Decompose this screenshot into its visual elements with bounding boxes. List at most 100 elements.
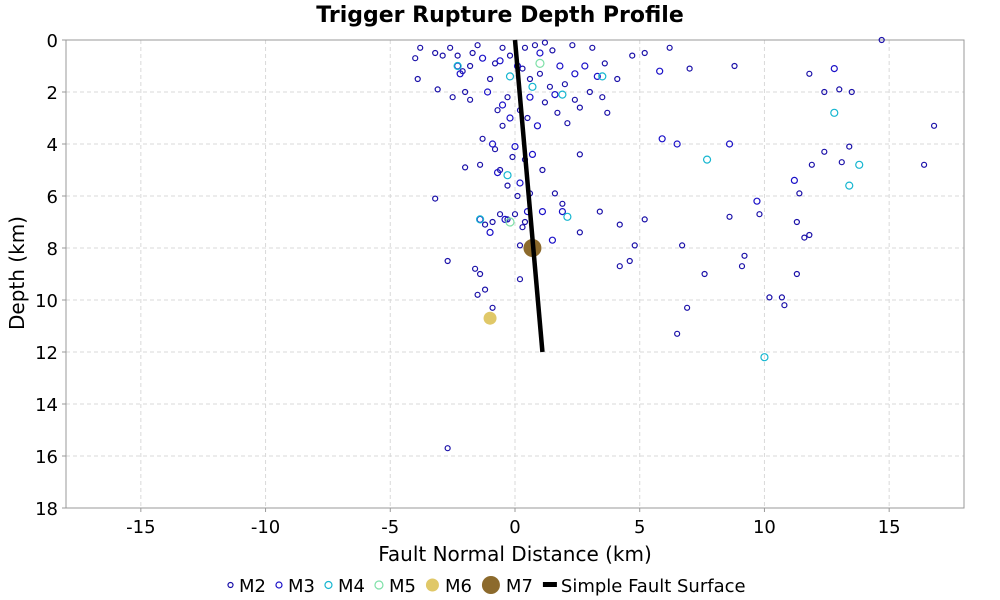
point-m3 [501, 215, 509, 223]
legend-marker [227, 581, 234, 589]
point-m4 [702, 155, 712, 164]
point-m2 [808, 161, 815, 168]
point-m2 [878, 36, 885, 44]
point-m2 [549, 47, 556, 54]
point-m5 [505, 217, 515, 227]
point-m2 [793, 270, 800, 278]
y-tick-label: 12 [35, 343, 58, 364]
point-m2 [596, 208, 603, 215]
x-tick-label: 15 [878, 517, 901, 538]
point-m2 [467, 62, 474, 70]
x-tick-label: 10 [753, 517, 776, 538]
point-m2 [930, 122, 938, 129]
point-m2 [801, 234, 808, 241]
point-m2 [489, 304, 496, 311]
point-m3 [493, 169, 502, 177]
point-m4 [760, 353, 769, 362]
legend-label: M2 [239, 576, 266, 597]
point-m2 [499, 44, 506, 51]
legend-item-m7: M7 [481, 576, 533, 597]
point-m3 [536, 49, 544, 57]
point-m2 [604, 109, 611, 116]
point-m2 [499, 122, 506, 129]
legend-item-simple-fault-surface: Simple Fault Surface [542, 576, 746, 597]
point-m2 [614, 75, 621, 83]
fault-surface-line [512, 39, 545, 353]
point-m3 [571, 70, 579, 78]
point-m2 [726, 213, 733, 220]
point-m5 [535, 58, 545, 69]
point-m2 [541, 39, 549, 46]
point-m2 [434, 86, 441, 93]
legend-label: M4 [338, 576, 365, 597]
point-m2 [449, 94, 456, 101]
point-m3 [548, 236, 557, 244]
point-m2 [601, 60, 608, 67]
point-m2 [454, 52, 461, 59]
y-tick-label: 10 [35, 291, 58, 312]
point-m2 [626, 257, 633, 265]
point-m2 [506, 52, 514, 59]
point-m2 [551, 190, 559, 197]
point-m2 [778, 294, 786, 301]
point-m4 [855, 160, 864, 169]
point-m2 [526, 75, 534, 83]
point-m2 [467, 96, 474, 103]
point-m3 [478, 54, 487, 62]
point-m2 [589, 44, 596, 51]
point-m2 [599, 94, 606, 101]
point-m3 [496, 57, 504, 65]
y-axis-label: Depth (km) [5, 216, 29, 330]
point-m4 [503, 171, 512, 180]
point-m2 [531, 42, 539, 49]
point-m2 [432, 49, 439, 57]
point-m2 [848, 88, 855, 96]
point-m2 [756, 211, 763, 218]
point-m2 [474, 42, 481, 49]
y-tick-label: 6 [47, 187, 58, 208]
chart-title: Trigger Rupture Depth Profile [316, 3, 684, 28]
point-m2 [474, 291, 481, 298]
point-m3 [526, 93, 534, 101]
point-m2 [504, 182, 511, 189]
point-m3 [790, 176, 798, 184]
point-m2 [432, 195, 439, 202]
point-m2 [641, 49, 648, 57]
point-m3 [830, 64, 838, 73]
point-m3 [593, 72, 601, 81]
point-m2 [629, 52, 636, 59]
point-m3 [486, 228, 494, 236]
y-tick-label: 14 [35, 395, 58, 416]
point-m2 [447, 44, 454, 51]
point-m2 [641, 216, 648, 223]
x-axis-label: Fault Normal Distance (km) [378, 542, 652, 566]
point-m2 [559, 200, 566, 207]
point-m2 [846, 143, 853, 150]
point-m2 [469, 49, 476, 57]
point-m4 [830, 108, 839, 117]
grid-lines [66, 40, 964, 508]
legend-marker [374, 580, 384, 590]
y-tick-label: 18 [35, 499, 58, 520]
legend-item-m4: M4 [324, 576, 365, 597]
point-m2 [496, 211, 504, 218]
point-m2 [731, 62, 738, 70]
point-m2 [471, 265, 479, 272]
point-m2 [631, 242, 638, 249]
point-m3 [538, 208, 547, 216]
point-m2 [476, 270, 484, 278]
legend-item-m2: M2 [227, 576, 266, 597]
point-m2 [444, 257, 451, 265]
point-m3 [558, 208, 566, 216]
point-m4 [598, 72, 607, 81]
point-m2 [491, 146, 499, 153]
point-m2 [569, 42, 576, 49]
y-tick-label: 16 [35, 447, 58, 468]
point-m2 [511, 211, 519, 218]
point-m2 [521, 218, 529, 226]
point-m2 [462, 164, 469, 171]
point-m2 [412, 55, 419, 62]
point-m2 [806, 231, 813, 239]
